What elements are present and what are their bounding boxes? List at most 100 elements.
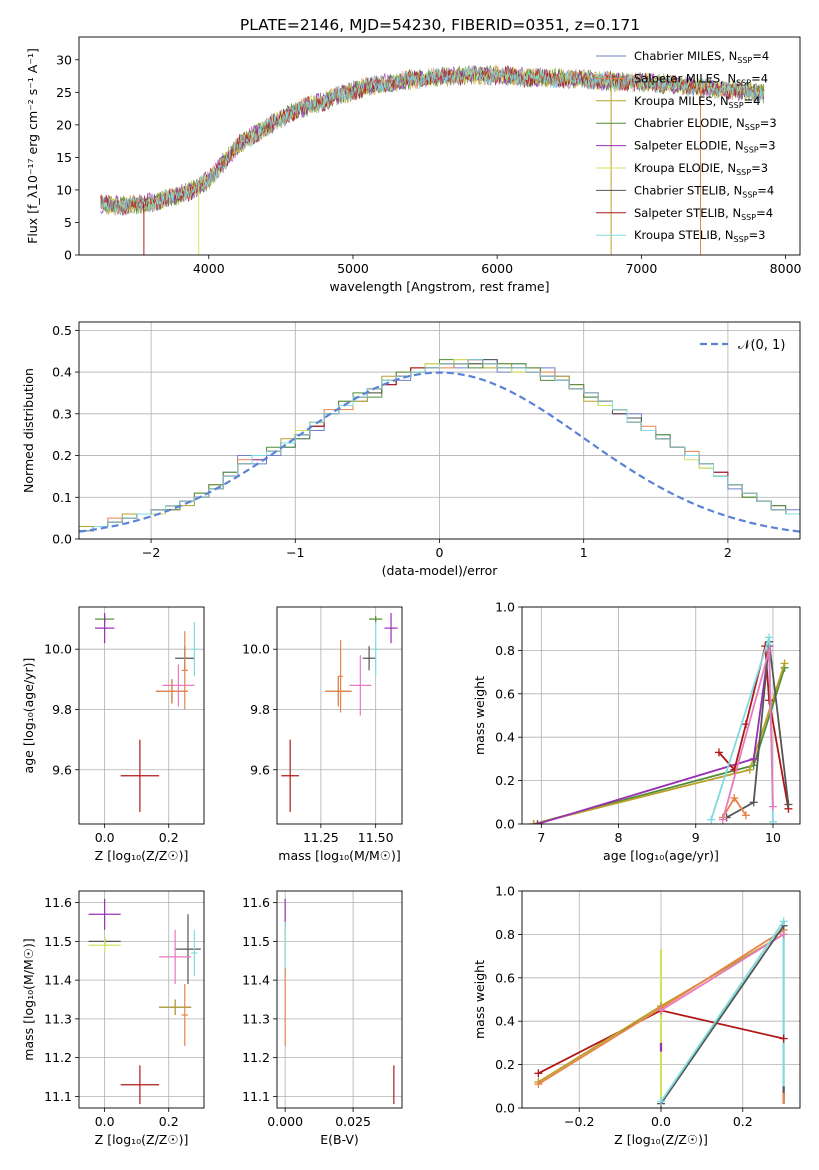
- spectrum-line-kroupa_stelib: [100, 64, 765, 216]
- x-tick-label: 7: [537, 830, 545, 845]
- x-tick-label: 0.2: [159, 830, 179, 845]
- panel-age_vs_mass: 11.25 11.50 9.6 9.8 10.0 mass [log₁₀(M/M☉)]: [242, 606, 403, 863]
- weight-line-pink: [660, 933, 785, 1012]
- x-tick-label: −0.2: [564, 1114, 594, 1129]
- y-axis-label: Flux [f_λ10⁻¹⁷ erg cm⁻² s⁻¹ A⁻¹]: [25, 48, 40, 244]
- weight-line-chabrier_elodie: [533, 667, 786, 824]
- legend-label: Salpeter ELODIE, NSSP=3: [634, 139, 776, 155]
- plot-area-age_vs_mass: [281, 613, 398, 812]
- x-tick-label: 0.0: [95, 1114, 115, 1129]
- axes-frame: [78, 606, 205, 825]
- plot-area-weight_vs_age: [529, 633, 793, 824]
- y-tick-label: 15: [56, 150, 72, 165]
- x-tick-label: −1: [286, 545, 304, 560]
- axes-frame: [78, 890, 205, 1109]
- plot-area-spectrum: [100, 64, 765, 255]
- x-tick-label: 10: [765, 830, 781, 845]
- y-tick-label: 0.8: [495, 643, 515, 658]
- y-tick-label: 0.3: [52, 406, 72, 421]
- legend-label: Kroupa STELIB, NSSP=3: [634, 228, 765, 244]
- y-tick-label: 11.3: [242, 1011, 270, 1026]
- panel-mass_vs_Z: 0.0 0.2 11.1 11.2 11.3 11.4 11.5 11.6 Z [log₁₀(Z…: [21, 890, 205, 1147]
- y-axis-label: Normed distribution: [21, 368, 36, 493]
- x-axis-label: E(B-V): [320, 1132, 359, 1147]
- panel-spectrum: 4000 5000 6000 7000 8000 0 5 10 15 20 25 30 waveleng…: [25, 36, 802, 294]
- y-tick-label: 0.5: [52, 323, 72, 338]
- y-tick-label: 9.6: [250, 762, 270, 777]
- legend-label: Salpeter MILES, NSSP=4: [634, 71, 768, 87]
- y-tick-label: 0.2: [495, 1057, 515, 1072]
- y-tick-label: 0.1: [52, 490, 72, 505]
- plot-area-age_vs_Z: [95, 613, 198, 812]
- plots: 4000 5000 6000 7000 8000051015202530waveleng…: [21, 36, 802, 1147]
- x-axis-label: age [log₁₀(age/yr)]: [603, 848, 719, 863]
- weight-line-chabrier_stelib: [726, 641, 790, 819]
- x-tick-label: 0.2: [159, 1114, 179, 1129]
- panel-mass_vs_ebv: 0.000 0.025 11.1 11.2 11.3 11.4 11.5 11.6 E(B-V): [242, 890, 403, 1147]
- x-tick-label: 0.025: [335, 1114, 371, 1129]
- y-tick-label: 9.8: [250, 702, 270, 717]
- x-tick-label: 4000: [193, 261, 225, 276]
- x-tick-label: 0.0: [95, 830, 115, 845]
- weight-line-kroupa_stelib: [660, 920, 785, 1103]
- y-tick-label: 0.4: [495, 1014, 515, 1029]
- y-tick-label: 0.4: [52, 365, 72, 380]
- y-tick-label: 11.1: [44, 1089, 72, 1104]
- x-tick-label: 0.000: [267, 1114, 303, 1129]
- y-tick-label: 11.5: [44, 934, 72, 949]
- x-tick-label: 1: [580, 545, 588, 560]
- x-tick-label: 0.0: [651, 1114, 671, 1129]
- y-tick-label: 9.8: [52, 702, 72, 717]
- legend-label: Kroupa ELODIE, NSSP=3: [634, 161, 768, 177]
- x-tick-label: 11.25: [303, 830, 339, 845]
- x-tick-label: −2: [142, 545, 160, 560]
- y-tick-label: 11.1: [242, 1089, 270, 1104]
- y-tick-label: 30: [56, 52, 72, 67]
- y-tick-label: 0.0: [52, 532, 72, 547]
- x-axis-label: Z [log₁₀(Z/Z☉)]: [95, 1132, 189, 1147]
- y-tick-label: 0: [64, 248, 72, 263]
- x-tick-label: 0.2: [733, 1114, 753, 1129]
- x-tick-label: 7000: [625, 261, 657, 276]
- y-tick-label: 11.4: [242, 973, 270, 988]
- y-tick-label: 1.0: [495, 600, 515, 615]
- panel-age_vs_Z: 0.0 0.2 9.6 9.8 10.0 Z [log₁₀(Z/Z☉)] age [log₁…: [21, 606, 205, 863]
- legend-label: 𝒩(0, 1): [738, 338, 785, 353]
- y-tick-label: 0.0: [495, 1101, 515, 1116]
- axes-frame: [276, 606, 403, 825]
- y-tick-label: 0.2: [495, 773, 515, 788]
- y-axis-label: mass weight: [472, 676, 487, 755]
- y-tick-label: 0.2: [52, 448, 72, 463]
- y-axis-label: mass weight: [472, 960, 487, 1039]
- weight-line-kroupa_miles: [533, 663, 786, 824]
- y-tick-label: 11.2: [242, 1050, 270, 1065]
- y-tick-label: 0.6: [495, 686, 515, 701]
- y-tick-label: 11.6: [242, 895, 270, 910]
- panel-weight_vs_age: 7 8 9 10 0.0 0.2 0.4 0.6 0.8 1.0 age [log₁₀(age/yr…: [472, 600, 801, 863]
- legend-label: Salpeter STELIB, NSSP=4: [634, 206, 773, 222]
- y-tick-label: 11.3: [44, 1011, 72, 1026]
- y-axis-label: mass [log₁₀(M/M☉)]: [21, 938, 36, 1060]
- x-axis-label: wavelength [Angstrom, rest frame]: [329, 279, 549, 294]
- legend-label: Chabrier STELIB, NSSP=4: [634, 183, 774, 199]
- weight-line-chabrier_stelib: [660, 925, 785, 1105]
- plot-area-mass_vs_ebv: [284, 898, 395, 1105]
- y-tick-label: 11.6: [44, 895, 72, 910]
- y-tick-label: 11.4: [44, 973, 72, 988]
- plot-area-residuals: [79, 359, 800, 533]
- y-tick-label: 1.0: [495, 884, 515, 899]
- x-axis-label: (data-model)/error: [382, 563, 499, 578]
- x-tick-label: 8000: [770, 261, 802, 276]
- y-tick-label: 0.8: [495, 927, 515, 942]
- x-tick-label: 11.50: [358, 830, 394, 845]
- x-tick-label: 8: [615, 830, 623, 845]
- x-tick-label: 5000: [337, 261, 369, 276]
- x-tick-label: 9: [692, 830, 700, 845]
- panel-residuals: −2 −1 0 1 2 0.0 0.1 0.2 0.3 0.4 0.5 (data-model)/er…: [21, 321, 801, 578]
- y-tick-label: 20: [56, 117, 72, 132]
- histogram-kroupa_stelib: [79, 359, 800, 532]
- figure-title: PLATE=2146, MJD=54230, FIBERID=0351, z=0…: [240, 16, 640, 34]
- axes-frame: [276, 890, 403, 1109]
- legend-label: Chabrier ELODIE, NSSP=3: [634, 116, 777, 132]
